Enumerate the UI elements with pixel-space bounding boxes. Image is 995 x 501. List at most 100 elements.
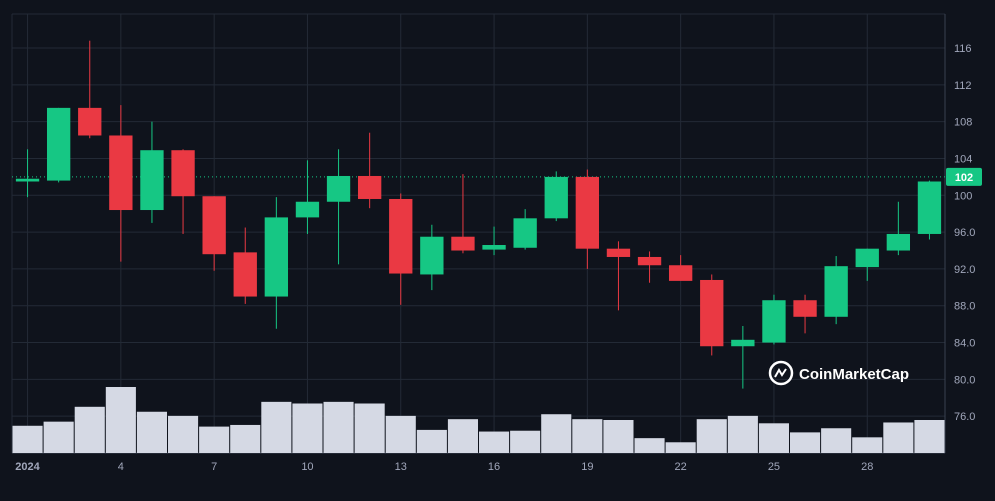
current-price-label: 102 [955,172,973,184]
volume-bar [541,414,572,453]
candle-body [700,279,724,347]
time-tick-label: 10 [301,461,313,473]
candle-body [420,236,444,275]
candle [731,325,755,389]
volume-bar [883,422,914,453]
candle-body [575,176,600,249]
volume-series [12,387,945,453]
volume-bar [447,419,478,453]
candle-body [46,107,71,181]
volume-bar [821,428,852,453]
candle [544,171,568,222]
candle [451,174,475,254]
candle [575,169,600,269]
grid-lines [12,14,945,453]
volume-bar [199,426,230,453]
candle-body [637,256,662,266]
volume-bar [12,425,43,453]
volume-bar [696,419,727,453]
candle [389,193,413,305]
time-tick-label: 22 [675,461,687,473]
candle [357,132,382,209]
time-tick-label: 2024 [15,461,40,473]
candle-series [15,40,942,389]
volume-bar [790,432,821,453]
candle [171,149,195,234]
volume-bar [572,419,603,453]
candle [78,40,102,139]
price-tick-label: 108 [954,117,972,129]
candle [140,121,164,223]
candle-body [109,135,133,211]
candle-body [513,218,537,248]
volume-bar [261,401,292,453]
volume-bar [603,420,634,453]
candle [46,107,71,183]
candle-body [295,201,320,218]
volume-bar [230,424,261,453]
price-tick-label: 100 [954,190,972,202]
volume-bar [74,406,105,453]
volume-bar [479,431,510,453]
price-tick-label: 96.0 [954,227,975,239]
volume-bar [292,403,323,453]
time-tick-label: 7 [211,461,217,473]
candle [606,241,631,311]
volume-bar [852,437,883,453]
price-tick-label: 116 [954,43,972,55]
watermark-text: CoinMarketCap [799,366,909,383]
watermark: CoinMarketCap [768,360,909,386]
candle [109,105,133,262]
candle-body [264,217,289,297]
volume-bar [105,387,136,453]
candle-body [668,265,693,281]
candle-body [482,245,506,250]
volume-bar [168,415,199,453]
candle-body [544,176,568,219]
candle [482,226,506,256]
time-tick-label: 13 [395,461,407,473]
watermark-logo-icon [768,360,794,386]
volume-bar [385,415,416,453]
candle [420,224,444,291]
time-tick-label: 4 [118,461,124,473]
candle [824,256,848,325]
candle [637,251,662,283]
candle-body [855,248,879,268]
candle-body [202,196,226,255]
candle-body [357,175,382,199]
candle-body [326,175,351,202]
watermark-logo-mark [774,368,787,378]
price-tick-label: 84.0 [954,338,975,350]
candle-body [793,300,817,317]
volume-bar [510,430,541,453]
candle [233,227,257,304]
candle-body [233,252,257,297]
price-tick-label: 76.0 [954,411,975,423]
candle [793,294,817,334]
candle [264,197,289,329]
candle-body [886,233,911,251]
volume-bar [416,429,447,453]
volume-bar [354,403,385,453]
price-tick-label: 112 [954,80,972,92]
volume-bar [634,438,665,453]
candle-body [140,150,164,211]
candle [762,294,786,345]
time-tick-label: 16 [488,461,500,473]
volume-bar [665,442,696,453]
candle-body [15,178,40,182]
candle-body [451,236,475,251]
candle [700,274,724,356]
candle [202,196,226,271]
volume-bar [727,415,758,453]
candle-body [389,198,413,274]
candle [886,201,911,256]
candle [326,149,351,265]
price-tick-label: 88.0 [954,301,975,313]
candle [513,209,537,250]
candle-body [78,107,102,136]
candle-body [606,248,631,257]
